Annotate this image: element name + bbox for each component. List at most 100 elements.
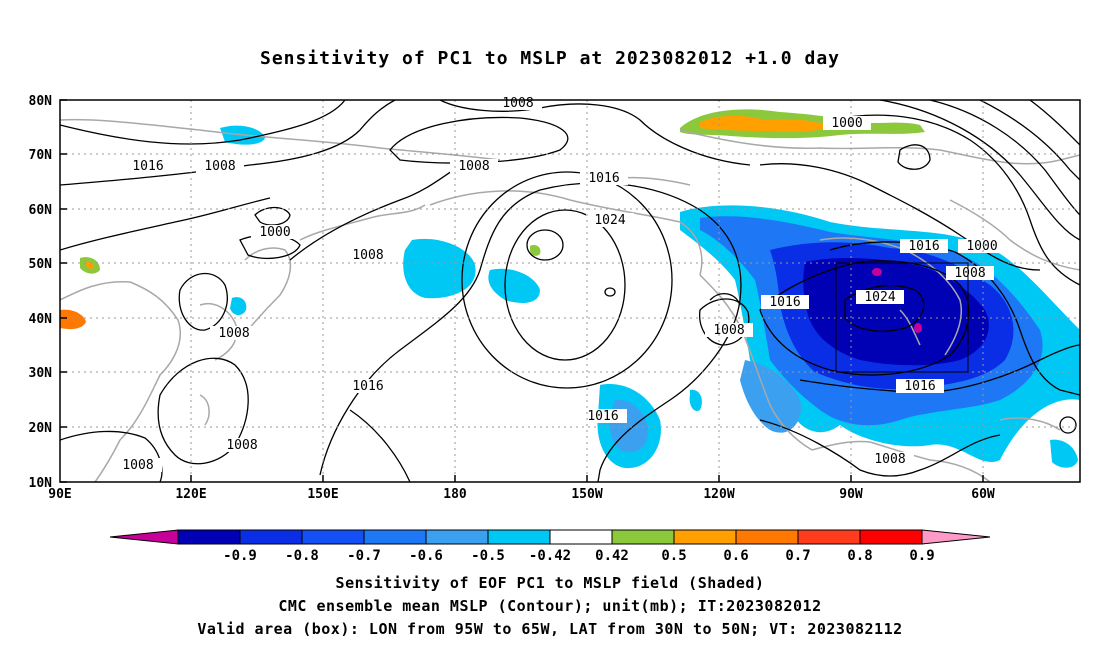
shade-gulf [740, 360, 801, 433]
contour-label: 1008 [866, 452, 914, 467]
lat-labels: 80N 70N 60N 50N 40N 30N 20N 10N [29, 94, 53, 491]
lat-label: 30N [29, 366, 53, 381]
colorbar-left-arrow [109, 529, 179, 545]
contour-labels: 1008 1016 1008 1008 1000 1008 1016 1024 … [114, 96, 1006, 473]
contour-label: 1016 [579, 409, 627, 424]
lon-label: 150E [307, 487, 338, 502]
contour-label-text: 1008 [713, 323, 744, 338]
lat-label: 40N [29, 312, 53, 327]
contour-label-text: 1000 [831, 116, 862, 131]
contour-label-text: 1008 [204, 159, 235, 174]
contour-label-text: 1008 [226, 438, 257, 453]
colorbar-tick-label: -0.6 [409, 548, 443, 564]
contour-label: 1016 [344, 379, 392, 394]
shade-pos-west-1 [60, 309, 86, 330]
contour-label-text: 1008 [352, 248, 383, 263]
lon-label: 120E [175, 487, 206, 502]
colorbar-tick-label: 0.7 [785, 548, 810, 564]
map-frame [59, 99, 1081, 483]
shade-pac-2 [488, 268, 540, 303]
colorbar-tick-label: 0.8 [847, 548, 872, 564]
colorbar-cell [735, 529, 799, 545]
contour-label-text: 1016 [588, 171, 619, 186]
colorbar-tick-label: 0.9 [909, 548, 934, 564]
contour-label-text: 1008 [954, 266, 985, 281]
colorbar-cell [549, 529, 613, 545]
colorbar-tick-label: -0.9 [223, 548, 257, 564]
contour-label-text: 1016 [352, 379, 383, 394]
lon-label: 150W [571, 487, 602, 502]
contour-label: 1016 [580, 171, 628, 186]
lon-label: 60W [971, 487, 995, 502]
contour-label-text: 1016 [132, 159, 163, 174]
shade-pos-orange [700, 115, 830, 132]
contour-label-text: 1016 [587, 409, 618, 424]
colorbar-right-arrow [921, 529, 991, 545]
axis-ticks [60, 99, 984, 483]
contour-label: 1000 [251, 225, 299, 240]
contour-label: 1008 [705, 323, 753, 338]
contour-label: 1008 [218, 438, 266, 453]
colorbar-cell [425, 529, 489, 545]
contour-label-text: 1024 [594, 213, 625, 228]
contour-label-text: 1000 [259, 225, 290, 240]
colorbar-cell [487, 529, 551, 545]
shade-pac-1b [403, 238, 476, 299]
sensitivity-map: 1008 1016 1008 1008 1000 1008 1016 1024 … [29, 94, 1081, 564]
caption-line-2: CMC ensemble mean MSLP (Contour); unit(m… [278, 597, 822, 615]
colorbar-tick-label: -0.5 [471, 548, 505, 564]
contour-label-text: 1008 [122, 458, 153, 473]
shade-pac-5 [230, 297, 247, 316]
lon-label: 90W [839, 487, 863, 502]
contour-label-text: 1008 [502, 96, 533, 111]
colorbar-cell [363, 529, 427, 545]
grid-lines [60, 100, 1080, 482]
shade-east-1 [1050, 439, 1078, 468]
caption-line-1: Sensitivity of EOF PC1 to MSLP field (Sh… [335, 574, 765, 592]
shade-neg-core-pink-2 [914, 323, 922, 333]
caption-line-3: Valid area (box): LON from 95W to 65W, L… [197, 620, 903, 638]
lat-label: 60N [29, 203, 53, 218]
colorbar-cell [611, 529, 675, 545]
colorbar-cell [859, 529, 923, 545]
contour-label: 1008 [450, 159, 498, 174]
contour-label: 1024 [856, 290, 904, 305]
colorbar-tick-label: 0.42 [595, 548, 629, 564]
lat-label: 70N [29, 148, 53, 163]
lat-label: 80N [29, 94, 53, 109]
shade-neg-core [803, 258, 989, 366]
contour-label: 1008 [344, 248, 392, 263]
contour-label: 1016 [896, 379, 944, 394]
valid-area-box [835, 262, 969, 373]
contour-label-text: 1008 [458, 159, 489, 174]
contour-label-text: 1008 [218, 326, 249, 341]
colorbar [109, 529, 991, 545]
contour-label: 1016 [124, 159, 172, 174]
contour-label: 1016 [900, 239, 948, 254]
colorbar-tick-label: 0.6 [723, 548, 748, 564]
contour-label: 1016 [761, 295, 809, 310]
shade-neg-core-pink-1 [872, 268, 882, 276]
lat-label: 20N [29, 421, 53, 436]
colorbar-cell [301, 529, 365, 545]
contour-label: 1024 [586, 213, 634, 228]
lon-labels: 90E 120E 150E 180 150W 120W 90W 60W [48, 487, 995, 502]
shade-pos-west-3 [86, 261, 95, 269]
contour-label-text: 1024 [864, 290, 895, 305]
contour-label-text: 1016 [908, 239, 939, 254]
shade-pos-west-4 [530, 244, 541, 256]
lon-label: 90E [48, 487, 71, 502]
colorbar-cell [797, 529, 861, 545]
contour-label: 1008 [210, 326, 258, 341]
lon-label: 120W [703, 487, 734, 502]
lat-label: 10N [29, 476, 53, 491]
colorbar-cell [239, 529, 303, 545]
contour-label: 1008 [494, 96, 542, 111]
colorbar-tick-label: -0.8 [285, 548, 319, 564]
colorbar-tick-label: -0.42 [529, 548, 571, 564]
contour-label-text: 1008 [874, 452, 905, 467]
shade-pac-6 [689, 389, 702, 411]
contour-label: 1008 [114, 458, 162, 473]
lat-label: 50N [29, 257, 53, 272]
colorbar-tick-label: -0.7 [347, 548, 381, 564]
